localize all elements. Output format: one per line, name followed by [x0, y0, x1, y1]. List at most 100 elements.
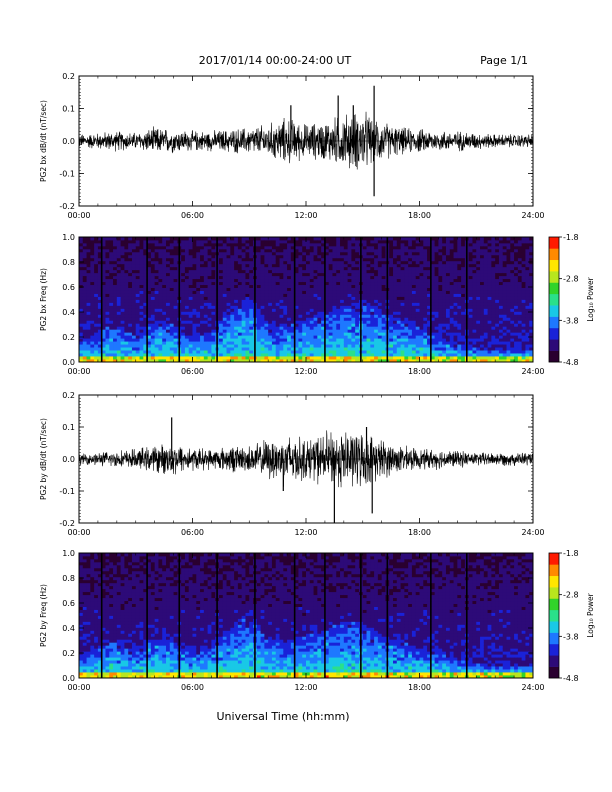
spectrogram-cell — [139, 281, 144, 286]
spectrogram-cell — [237, 275, 243, 280]
spectrogram-cell — [192, 341, 197, 345]
spectrogram-cell — [268, 251, 273, 256]
spectrogram-cell — [230, 335, 235, 339]
spectrogram-cell — [268, 350, 273, 354]
spectrogram-cell — [181, 335, 186, 339]
spectrogram-cell — [302, 254, 307, 259]
spectrogram-cell — [453, 242, 458, 247]
spectrogram-cell — [290, 272, 296, 277]
spectrogram-cell — [124, 353, 129, 357]
spectrogram-cell — [131, 317, 137, 321]
spectrogram-cell — [101, 359, 106, 363]
spectrogram-cell — [245, 266, 250, 271]
spectrogram-cell — [351, 260, 356, 265]
spectrogram-cell — [461, 287, 466, 291]
spectrogram-cell — [309, 296, 314, 300]
spectrogram-cell — [434, 293, 439, 297]
spectrogram-cell — [332, 278, 337, 283]
spectrogram-cell — [113, 290, 118, 294]
spectrogram-cell — [131, 356, 137, 360]
spectrogram-cell — [487, 260, 492, 265]
spectrogram-cell — [389, 296, 394, 300]
spectrogram-cell — [506, 281, 511, 286]
spectrogram-cell — [396, 272, 401, 277]
spectrogram-cell — [226, 260, 231, 265]
spectrogram-cell — [245, 353, 250, 357]
spectrogram-cell — [101, 272, 106, 277]
spectrogram-cell — [487, 329, 492, 333]
spectrogram-cell — [461, 239, 466, 244]
spectrogram-cell — [298, 359, 303, 363]
spectrogram-cell — [506, 290, 511, 294]
spectrogram-cell — [340, 296, 345, 300]
spectrogram-cell — [415, 242, 420, 247]
spectrogram-cell — [393, 293, 398, 297]
spectrogram-cell — [453, 326, 458, 330]
spectrogram-cell — [423, 329, 428, 333]
spectrogram-cell — [256, 299, 261, 303]
spectrogram-cell — [173, 320, 178, 324]
spectrogram-cell — [105, 338, 110, 342]
spectrogram-cell — [203, 299, 209, 303]
spectrogram-cell — [158, 350, 163, 354]
spectrogram-cell — [468, 266, 473, 271]
spectrogram-cell — [184, 341, 190, 345]
spectrogram-cell — [279, 329, 284, 333]
spectrogram-cell — [268, 308, 273, 312]
spectrogram-cell — [370, 332, 375, 336]
spectrogram-cell — [139, 251, 144, 256]
spectrogram-cell — [468, 314, 473, 318]
spectrogram-cell — [166, 263, 171, 268]
spectrogram-cell — [317, 317, 322, 321]
spectrogram-cell — [192, 263, 197, 268]
spectrogram-cell — [79, 299, 84, 303]
spectrogram-cell — [260, 260, 265, 265]
spectrogram-cell — [347, 290, 352, 294]
spectrogram-cell — [483, 329, 488, 333]
spectrogram-cell — [105, 257, 110, 262]
spectrogram-cell — [393, 263, 398, 268]
spectrogram-cell — [139, 257, 144, 262]
spectrogram-cell — [86, 266, 91, 271]
spectrogram-cell — [162, 329, 167, 333]
spectrogram-cell — [131, 237, 137, 241]
spectrogram-cell — [480, 344, 485, 348]
spectrogram-cell — [154, 353, 159, 357]
spectrogram-cell — [181, 290, 186, 294]
spectrogram-cell — [169, 245, 174, 250]
spectrogram-cell — [483, 347, 488, 351]
spectrogram-cell — [196, 347, 201, 351]
spectrogram-cell — [309, 326, 314, 330]
spectrogram-cell — [86, 293, 91, 297]
spectrogram-cell — [245, 272, 250, 277]
spectrogram-cell — [279, 248, 284, 253]
spectrogram-cell — [430, 314, 436, 318]
spectrogram-cell — [290, 260, 296, 265]
spectrogram-cell — [101, 299, 106, 303]
spectrogram-cell — [139, 242, 144, 247]
spectrogram-cell — [181, 332, 186, 336]
spectrogram-cell — [275, 311, 280, 315]
spectrogram-cell — [79, 296, 84, 300]
spectrogram-cell — [230, 237, 235, 241]
spectrogram-cell — [389, 260, 394, 265]
spectrogram-cell — [181, 242, 186, 247]
spectrogram-cell — [480, 314, 485, 318]
spectrogram-cell — [154, 278, 159, 283]
spectrogram-cell — [82, 326, 87, 330]
spectrogram-cell — [290, 284, 296, 288]
spectrogram-cell — [181, 275, 186, 280]
spectrogram-cell — [131, 353, 137, 357]
spectrogram-cell — [113, 248, 118, 253]
spectrogram-cell — [449, 293, 454, 297]
spectrogram-cell — [374, 293, 379, 297]
spectrogram-cell — [491, 356, 496, 360]
spectrogram-cell — [404, 266, 409, 271]
spectrogram-cell — [336, 251, 341, 256]
spectrogram-cell — [124, 320, 129, 324]
spectrogram-cell — [90, 296, 95, 300]
spectrogram-cell — [336, 317, 341, 321]
spectrogram-cell — [340, 281, 345, 286]
spectrogram-cell — [328, 329, 333, 333]
spectrogram-cell — [264, 299, 269, 303]
